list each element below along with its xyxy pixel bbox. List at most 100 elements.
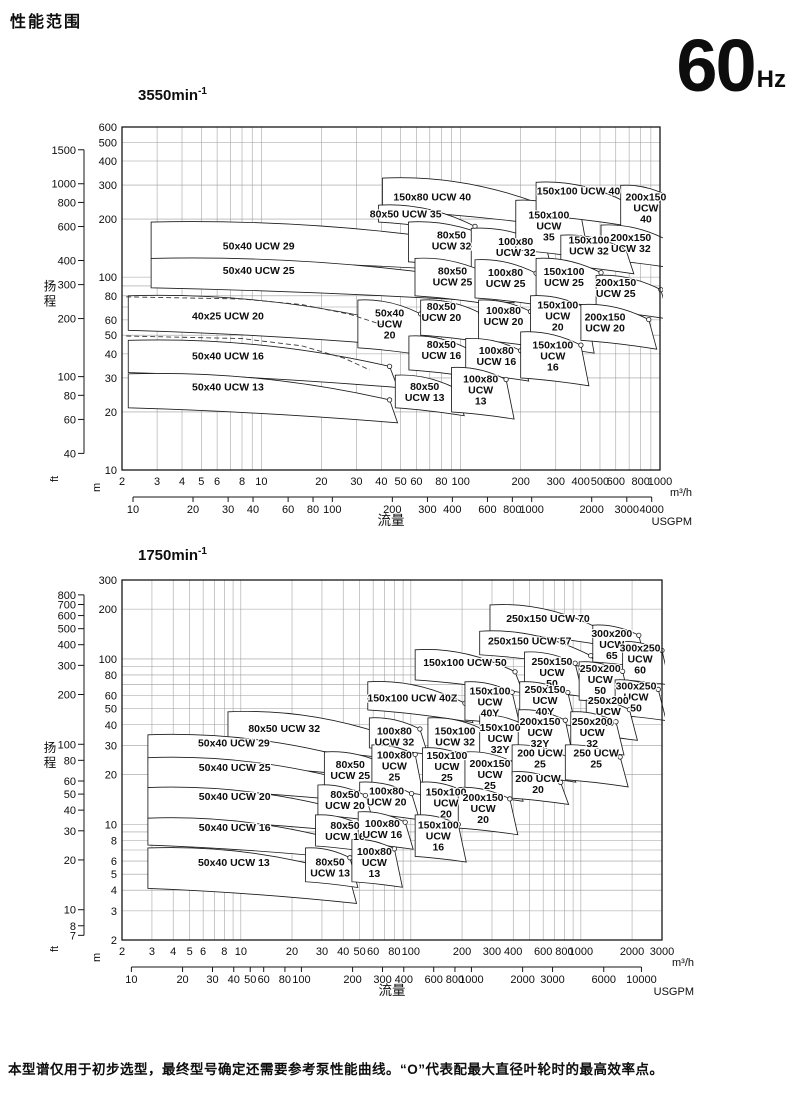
svg-text:1000: 1000 bbox=[52, 179, 76, 191]
bep-marker bbox=[386, 397, 393, 403]
region-label: 100x80 UCW 13 bbox=[463, 373, 498, 407]
svg-text:3: 3 bbox=[149, 946, 155, 958]
bep-marker bbox=[626, 706, 633, 713]
svg-text:1000: 1000 bbox=[569, 946, 593, 958]
region-label: 80x50 UCW 25 bbox=[433, 265, 473, 288]
bep-marker bbox=[565, 689, 571, 696]
svg-text:200: 200 bbox=[99, 604, 117, 616]
svg-text:300: 300 bbox=[418, 504, 436, 516]
svg-text:80: 80 bbox=[64, 755, 76, 767]
region-label: 150x100 UCW 16 bbox=[532, 339, 573, 373]
region-label: 80x50 UCW 20 bbox=[422, 301, 462, 324]
svg-text:100: 100 bbox=[99, 272, 117, 284]
region-label: 100x80 UCW 20 bbox=[484, 305, 524, 328]
pump-region bbox=[520, 331, 590, 387]
svg-text:800: 800 bbox=[58, 197, 76, 209]
frequency-badge: 60 Hz bbox=[676, 29, 786, 103]
svg-text:80: 80 bbox=[435, 476, 447, 488]
region-label: 200 UCW 25 bbox=[517, 748, 563, 771]
region-label: 80x50 UCW 13 bbox=[310, 856, 350, 879]
region-label: 150x100 UCW 32 bbox=[435, 725, 476, 748]
svg-text:500: 500 bbox=[591, 476, 609, 488]
svg-text:200: 200 bbox=[383, 504, 401, 516]
flow-axis-label: 流量 bbox=[379, 983, 406, 998]
bep-marker bbox=[578, 342, 584, 348]
svg-text:20: 20 bbox=[105, 407, 117, 419]
bep-marker bbox=[503, 376, 509, 383]
svg-text:1000: 1000 bbox=[648, 476, 672, 488]
svg-text:8: 8 bbox=[239, 476, 245, 488]
svg-text:600: 600 bbox=[478, 504, 496, 516]
svg-text:600: 600 bbox=[425, 974, 443, 986]
svg-text:4000: 4000 bbox=[639, 504, 663, 516]
pump-region bbox=[351, 838, 403, 888]
svg-text:600: 600 bbox=[607, 476, 625, 488]
x-unit-m3h: m³/h bbox=[672, 957, 694, 969]
region-label: 100x80 UCW 25 bbox=[486, 267, 526, 290]
chart-title-1750: 1750min-1 bbox=[138, 546, 207, 564]
svg-text:800: 800 bbox=[446, 974, 464, 986]
region-label: 200x150 UCW 40 bbox=[625, 192, 666, 226]
bep-marker bbox=[417, 726, 423, 732]
svg-text:60: 60 bbox=[282, 504, 294, 516]
region-label: 50x40 UCW 16 bbox=[199, 822, 271, 834]
svg-text:80: 80 bbox=[105, 291, 117, 303]
bep-marker bbox=[386, 363, 393, 369]
plot-border bbox=[121, 579, 663, 941]
svg-text:60: 60 bbox=[105, 315, 117, 327]
bep-marker bbox=[655, 686, 661, 692]
dashed-limit-curve bbox=[126, 335, 370, 371]
bep-marker bbox=[408, 790, 415, 797]
bep-marker bbox=[558, 779, 564, 786]
region-label: 50x40 UCW 29 bbox=[223, 240, 295, 252]
region-label: 100x80 UCW 32 bbox=[375, 725, 415, 748]
svg-text:8: 8 bbox=[111, 835, 117, 847]
pump-regions bbox=[126, 177, 663, 424]
pump-region bbox=[564, 744, 629, 788]
bep-marker bbox=[402, 819, 408, 825]
svg-text:400: 400 bbox=[99, 156, 117, 168]
region-label: 80x50 UCW 32 bbox=[432, 229, 472, 252]
plot-border bbox=[121, 126, 661, 471]
svg-text:50: 50 bbox=[105, 330, 117, 342]
region-label: 150x100 UCW 40Y bbox=[470, 685, 511, 719]
bep-marker bbox=[507, 796, 513, 802]
x-axis-m3h-ticks: 2 3 4 5 6 8 10 20 30 40 50 60 80 100 200 300 400 600 80010… bbox=[119, 946, 674, 958]
svg-text:4: 4 bbox=[170, 946, 176, 958]
pump-region bbox=[580, 303, 658, 350]
svg-text:10: 10 bbox=[255, 476, 267, 488]
svg-text:3: 3 bbox=[154, 476, 160, 488]
svg-text:10000: 10000 bbox=[626, 974, 657, 986]
pump-region bbox=[147, 847, 358, 904]
svg-text:300: 300 bbox=[58, 660, 76, 672]
svg-text:60: 60 bbox=[105, 691, 117, 703]
region-label: 250 UCW 25 bbox=[573, 748, 619, 771]
svg-text:30: 30 bbox=[105, 740, 117, 752]
bep-marker bbox=[617, 754, 623, 760]
region-label: 50x40 UCW 13 bbox=[198, 857, 270, 869]
region-label: 40x25 UCW 20 bbox=[192, 310, 264, 322]
svg-text:800: 800 bbox=[58, 590, 76, 602]
svg-text:300: 300 bbox=[99, 180, 117, 192]
svg-text:300: 300 bbox=[58, 280, 76, 292]
svg-text:200: 200 bbox=[343, 974, 361, 986]
chart-title-3550: 3550min-1 bbox=[138, 86, 207, 104]
region-labels: 50x40 UCW 29 50x40 UCW 25 40x25 UCW 20 50x4… bbox=[191, 184, 668, 408]
region-label: 100x80 UCW 13 bbox=[357, 846, 392, 880]
svg-text:10: 10 bbox=[125, 974, 137, 986]
svg-text:400: 400 bbox=[395, 974, 413, 986]
svg-text:100: 100 bbox=[58, 739, 76, 751]
bep-marker bbox=[562, 717, 568, 723]
svg-text:100: 100 bbox=[99, 654, 117, 666]
svg-text:8: 8 bbox=[221, 946, 227, 958]
region-label: 50x40 UCW 13 bbox=[192, 381, 264, 393]
svg-text:40: 40 bbox=[105, 349, 117, 361]
region-label: 80x50 UCW 13 bbox=[405, 381, 445, 404]
bep-marker bbox=[623, 246, 629, 253]
svg-text:2000: 2000 bbox=[579, 504, 603, 516]
bep-marker bbox=[646, 316, 652, 323]
svg-text:2000: 2000 bbox=[510, 974, 534, 986]
